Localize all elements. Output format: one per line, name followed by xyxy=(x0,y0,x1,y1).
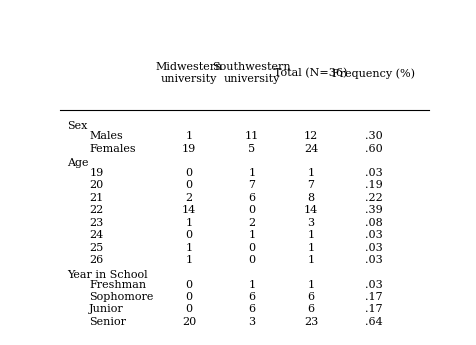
Text: 6: 6 xyxy=(307,305,314,315)
Text: 11: 11 xyxy=(244,131,258,141)
Text: .17: .17 xyxy=(364,292,382,302)
Text: Midwestern
university: Midwestern university xyxy=(155,62,222,84)
Text: 0: 0 xyxy=(185,168,192,178)
Text: 7: 7 xyxy=(307,180,314,190)
Text: 0: 0 xyxy=(248,243,255,253)
Text: 22: 22 xyxy=(89,205,103,215)
Text: 6: 6 xyxy=(307,292,314,302)
Text: 0: 0 xyxy=(185,305,192,315)
Text: 1: 1 xyxy=(185,131,192,141)
Text: 7: 7 xyxy=(248,180,255,190)
Text: 1: 1 xyxy=(185,218,192,228)
Text: 1: 1 xyxy=(307,255,314,265)
Text: 24: 24 xyxy=(89,230,103,240)
Text: Males: Males xyxy=(89,131,123,141)
Text: Females: Females xyxy=(89,144,136,154)
Text: 6: 6 xyxy=(248,292,255,302)
Text: .22: .22 xyxy=(364,193,382,203)
Text: 0: 0 xyxy=(248,255,255,265)
Text: 1: 1 xyxy=(185,255,192,265)
Text: Age: Age xyxy=(67,158,89,168)
Text: .64: .64 xyxy=(364,317,382,327)
Text: 1: 1 xyxy=(307,230,314,240)
Text: 2: 2 xyxy=(248,218,255,228)
Text: 1: 1 xyxy=(248,230,255,240)
Text: 3: 3 xyxy=(248,317,255,327)
Text: 23: 23 xyxy=(303,317,317,327)
Text: 25: 25 xyxy=(89,243,103,253)
Text: Southwestern
university: Southwestern university xyxy=(212,62,290,84)
Text: 0: 0 xyxy=(185,292,192,302)
Text: 14: 14 xyxy=(181,205,196,215)
Text: 20: 20 xyxy=(89,180,103,190)
Text: .03: .03 xyxy=(364,168,382,178)
Text: .03: .03 xyxy=(364,255,382,265)
Text: 26: 26 xyxy=(89,255,103,265)
Text: 0: 0 xyxy=(185,230,192,240)
Text: 19: 19 xyxy=(89,168,103,178)
Text: Junior: Junior xyxy=(89,305,124,315)
Text: 21: 21 xyxy=(89,193,103,203)
Text: .08: .08 xyxy=(364,218,382,228)
Text: Freshman: Freshman xyxy=(89,279,146,289)
Text: 19: 19 xyxy=(181,144,196,154)
Text: Frequency (%): Frequency (%) xyxy=(332,68,415,79)
Text: 20: 20 xyxy=(181,317,196,327)
Text: .03: .03 xyxy=(364,243,382,253)
Text: 0: 0 xyxy=(248,205,255,215)
Text: 6: 6 xyxy=(248,305,255,315)
Text: 12: 12 xyxy=(303,131,317,141)
Text: .03: .03 xyxy=(364,230,382,240)
Text: 1: 1 xyxy=(307,243,314,253)
Text: 0: 0 xyxy=(185,279,192,289)
Text: .30: .30 xyxy=(364,131,382,141)
Text: 1: 1 xyxy=(185,243,192,253)
Text: 1: 1 xyxy=(248,168,255,178)
Text: Senior: Senior xyxy=(89,317,126,327)
Text: 8: 8 xyxy=(307,193,314,203)
Text: 1: 1 xyxy=(248,279,255,289)
Text: Year in School: Year in School xyxy=(67,269,148,279)
Text: 1: 1 xyxy=(307,279,314,289)
Text: 24: 24 xyxy=(303,144,317,154)
Text: 0: 0 xyxy=(185,180,192,190)
Text: 14: 14 xyxy=(303,205,317,215)
Text: .03: .03 xyxy=(364,279,382,289)
Text: 1: 1 xyxy=(307,168,314,178)
Text: Total (N=36): Total (N=36) xyxy=(274,68,347,78)
Text: .60: .60 xyxy=(364,144,382,154)
Text: .17: .17 xyxy=(364,305,382,315)
Text: .19: .19 xyxy=(364,180,382,190)
Text: 3: 3 xyxy=(307,218,314,228)
Text: Sophomore: Sophomore xyxy=(89,292,153,302)
Text: 5: 5 xyxy=(248,144,255,154)
Text: Sex: Sex xyxy=(67,121,87,131)
Text: 2: 2 xyxy=(185,193,192,203)
Text: .39: .39 xyxy=(364,205,382,215)
Text: 6: 6 xyxy=(248,193,255,203)
Text: 23: 23 xyxy=(89,218,103,228)
